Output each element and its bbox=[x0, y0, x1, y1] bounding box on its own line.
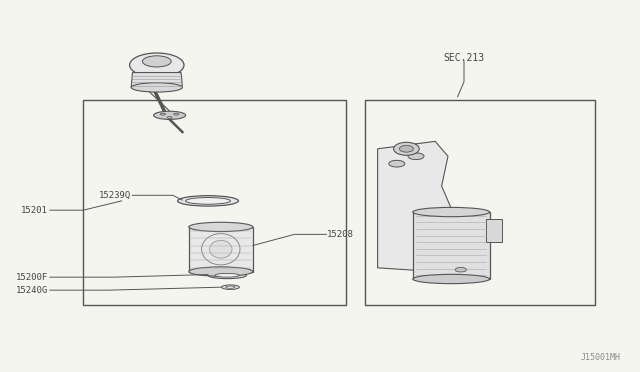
Text: 15208: 15208 bbox=[326, 230, 353, 239]
Text: SEC.213: SEC.213 bbox=[444, 53, 484, 62]
Ellipse shape bbox=[186, 198, 230, 204]
Ellipse shape bbox=[130, 53, 184, 77]
Ellipse shape bbox=[210, 240, 232, 258]
Ellipse shape bbox=[413, 208, 490, 217]
Polygon shape bbox=[131, 73, 182, 87]
Ellipse shape bbox=[221, 285, 239, 289]
Ellipse shape bbox=[154, 111, 186, 119]
Bar bbox=[365, 100, 595, 305]
Ellipse shape bbox=[389, 160, 405, 167]
Ellipse shape bbox=[189, 267, 253, 276]
Ellipse shape bbox=[173, 113, 179, 115]
Ellipse shape bbox=[167, 117, 172, 118]
Bar bbox=[486, 219, 502, 242]
Text: 15200F: 15200F bbox=[16, 273, 48, 282]
Bar bbox=[189, 227, 253, 272]
Ellipse shape bbox=[413, 275, 490, 284]
Ellipse shape bbox=[226, 286, 235, 288]
Ellipse shape bbox=[215, 273, 239, 277]
Text: J15001MH: J15001MH bbox=[581, 353, 621, 362]
Ellipse shape bbox=[455, 267, 467, 272]
Bar bbox=[413, 212, 490, 279]
Text: 15201: 15201 bbox=[21, 206, 48, 215]
Ellipse shape bbox=[399, 145, 413, 152]
Ellipse shape bbox=[208, 272, 246, 279]
Ellipse shape bbox=[131, 83, 182, 92]
Ellipse shape bbox=[161, 113, 166, 115]
Ellipse shape bbox=[178, 196, 239, 206]
Ellipse shape bbox=[143, 56, 172, 67]
Bar bbox=[83, 100, 346, 305]
Text: 15240G: 15240G bbox=[16, 286, 48, 295]
Ellipse shape bbox=[408, 153, 424, 160]
Text: 15239Q: 15239Q bbox=[99, 191, 131, 200]
Ellipse shape bbox=[189, 222, 253, 231]
Polygon shape bbox=[378, 141, 454, 272]
Ellipse shape bbox=[394, 142, 419, 155]
